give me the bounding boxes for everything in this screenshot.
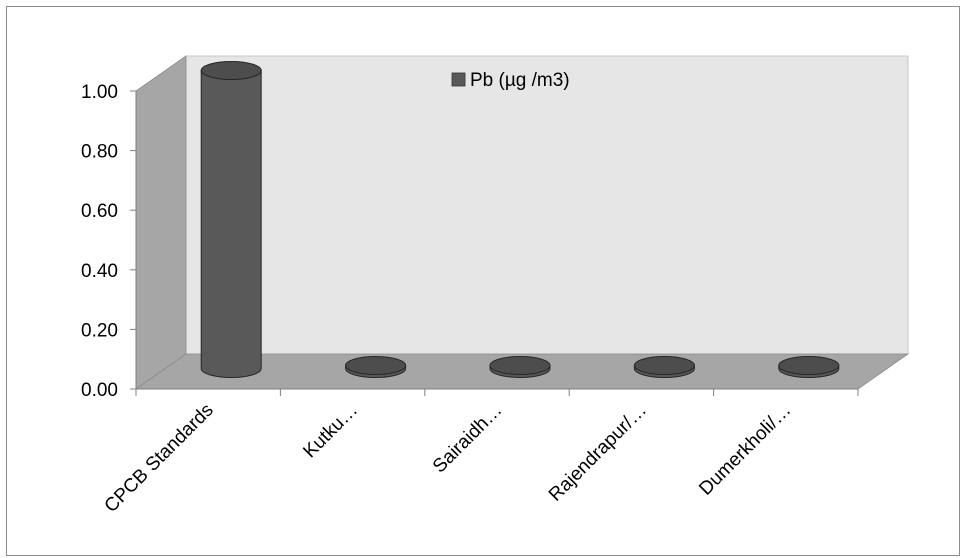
bar (489, 356, 551, 378)
bar (200, 61, 262, 378)
y-tick-label: 1.00 (81, 82, 118, 103)
chart-legend: Pb (µg /m3) (451, 70, 570, 91)
bar (633, 356, 695, 378)
bar-cap (345, 356, 407, 375)
y-tick-label: 0.00 (81, 380, 118, 401)
x-tick-label: Sairaidh… (429, 400, 507, 478)
chart-bars (200, 61, 840, 378)
bar-body (200, 70, 262, 378)
x-tick-label: Kutku… (299, 400, 362, 463)
bar (345, 356, 407, 378)
y-tick-label: 0.80 (81, 142, 118, 163)
side-wall (135, 55, 187, 390)
y-tick-label: 0.60 (81, 201, 118, 222)
bar-cap (633, 356, 695, 375)
y-tick-label: 0.40 (81, 261, 118, 282)
x-tick-label: Dumerkholi/… (695, 400, 795, 500)
legend-swatch (451, 72, 466, 87)
bar-cap (778, 356, 840, 375)
legend-label: Pb (µg /m3) (470, 70, 570, 91)
y-tick-label: 0.20 (81, 320, 118, 341)
bar (778, 356, 840, 378)
x-tick-label: CPCB Standards (101, 400, 218, 517)
x-tick-label: Rajendrapur/… (545, 400, 651, 506)
bar-cap (200, 61, 262, 80)
bar-cap (489, 356, 551, 375)
back-wall (185, 55, 909, 355)
